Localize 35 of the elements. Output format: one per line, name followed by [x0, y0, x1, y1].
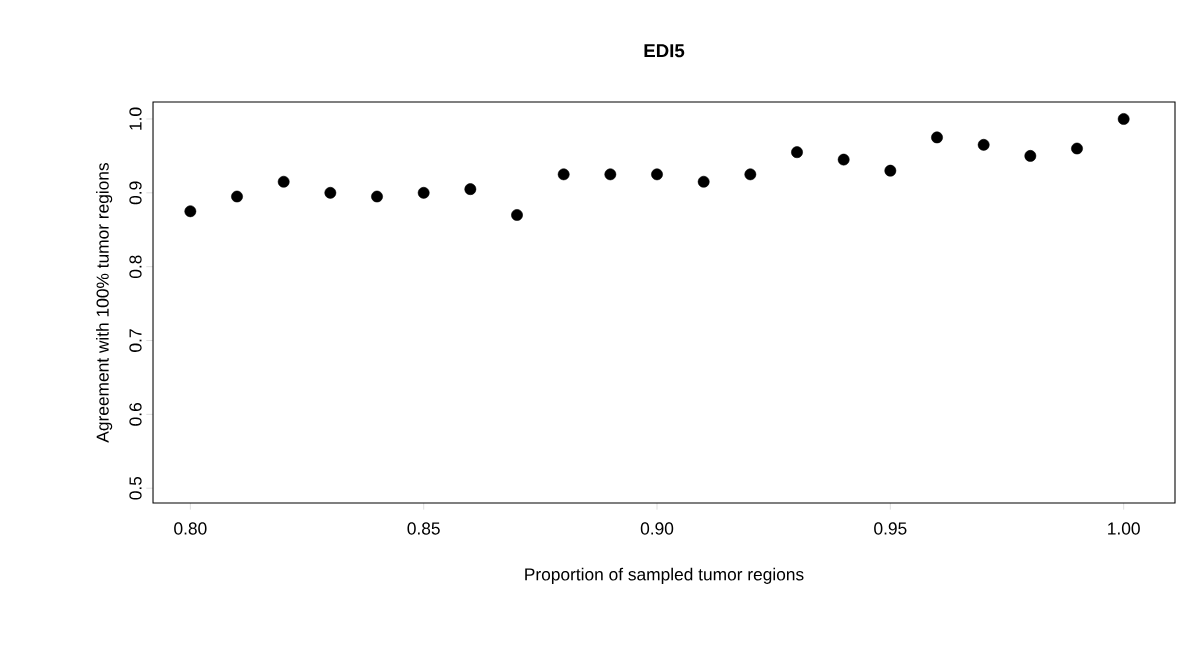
point: [977, 138, 990, 151]
y-tick-label: 0.7: [129, 329, 142, 352]
point: [744, 168, 757, 181]
point: [1117, 113, 1130, 125]
point: [464, 183, 477, 195]
x-tick-label: 0.95: [874, 522, 907, 535]
y-tick-label: 0.6: [129, 403, 142, 426]
point: [837, 153, 850, 166]
y-tick-label: 0.8: [129, 255, 142, 279]
point: [371, 190, 383, 203]
point: [931, 131, 943, 144]
point: [697, 175, 710, 188]
y-tick-label: 1.0: [129, 107, 142, 130]
x-tick-label: 0.90: [640, 522, 674, 535]
point: [1024, 150, 1037, 162]
point: [884, 164, 897, 177]
point: [417, 186, 430, 199]
chart-title: EDI5: [644, 44, 685, 58]
point: [604, 168, 617, 181]
point: [1071, 142, 1083, 155]
y-axis-title: Agreement with 100% tumor regions: [96, 162, 113, 443]
point: [231, 190, 243, 203]
y-tick-label: 0.5: [129, 476, 142, 500]
y-tick-label: 0.9: [129, 181, 142, 205]
point: [791, 146, 803, 159]
point: [651, 168, 663, 181]
point: [557, 168, 570, 181]
x-tick-label: 1.00: [1108, 522, 1140, 535]
point: [511, 209, 523, 221]
point: [277, 175, 290, 188]
x-axis-title: Proportion of sampled tumor regions: [525, 567, 804, 584]
x-tick-label: 0.85: [407, 522, 440, 535]
x-tick-label: 0.80: [174, 522, 207, 535]
point: [184, 205, 197, 218]
point: [324, 186, 337, 199]
